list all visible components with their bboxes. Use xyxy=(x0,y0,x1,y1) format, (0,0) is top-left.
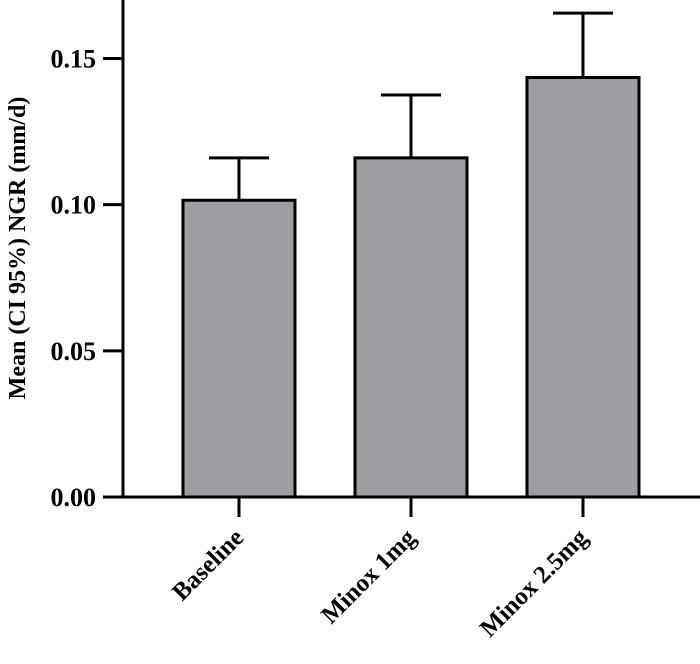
x-tick-label-3: Minox 2.5mg xyxy=(475,524,594,643)
y-tick-label-4: 0.15 xyxy=(51,44,97,73)
y-tick-label-1: 0.00 xyxy=(51,483,97,512)
y-tick-label-2: 0.05 xyxy=(51,337,97,366)
y-tick-label-3: 0.10 xyxy=(51,191,97,220)
x-tick-label-2: Minox 1mg xyxy=(316,524,421,629)
x-tick-label-1: Baseline xyxy=(167,524,249,606)
bar-1 xyxy=(181,198,297,499)
error-bars-group xyxy=(209,11,613,201)
bar-2 xyxy=(353,156,469,499)
bar-3 xyxy=(525,75,641,499)
y-axis-title: Mean (CI 95%) NGR (mm/d) xyxy=(5,97,31,400)
